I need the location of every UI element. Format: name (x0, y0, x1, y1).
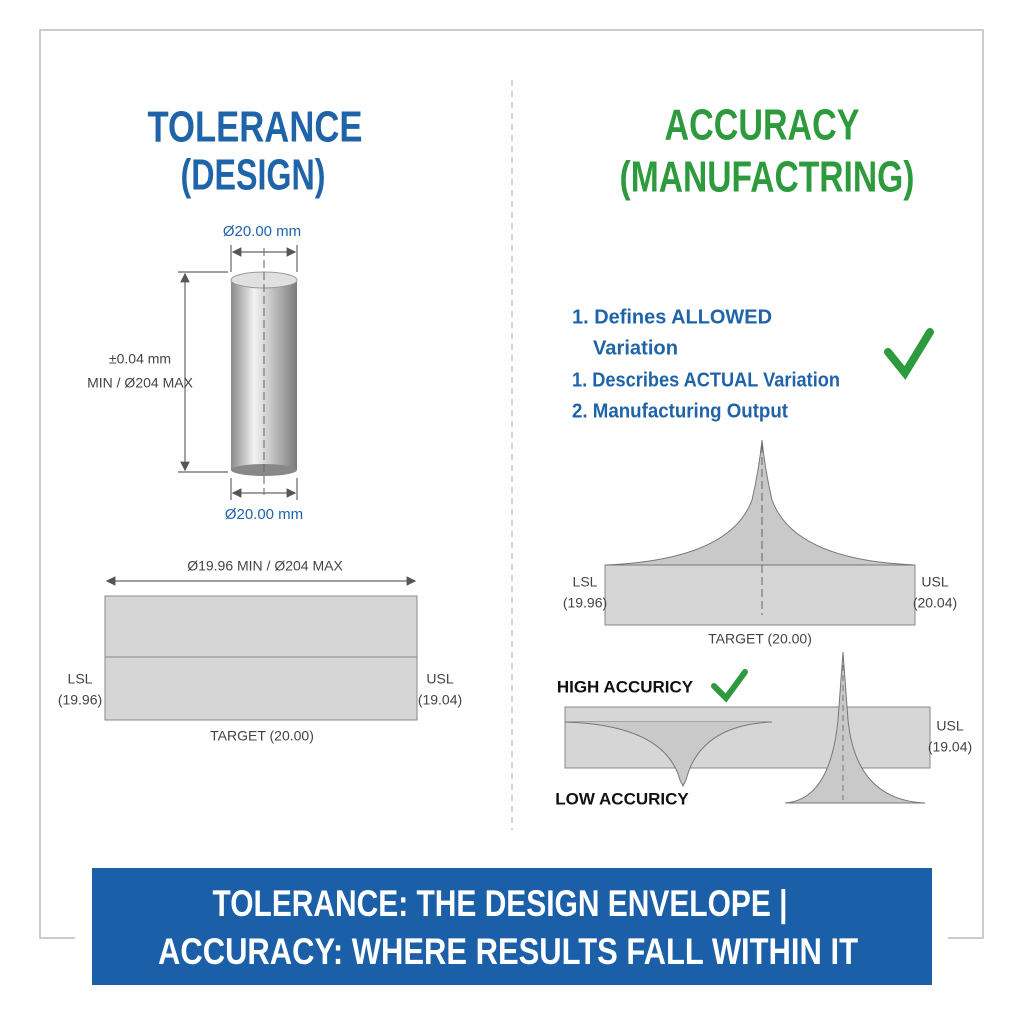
title: ACCURACY (665, 101, 860, 150)
spec-band (564, 706, 931, 769)
usl-value: (19.04) (928, 739, 972, 755)
list-item: 1. Describes ACTUAL Variation (572, 369, 840, 391)
low-label: LOW ACCURICY (555, 789, 689, 808)
dim-label: Ø20.00 mm (225, 506, 303, 523)
usl-value: (19.04) (418, 692, 462, 708)
dim-label: Ø19.96 MIN / Ø204 MAX (187, 558, 343, 574)
lsl-value: (19.96) (58, 692, 102, 708)
high-accuracy-curve (784, 651, 926, 804)
footer-text: TOLERANCE: THE DESIGN ENVELOPE | (213, 883, 788, 925)
usl-label: USL (426, 671, 453, 687)
usl-label: USL (921, 574, 948, 590)
footer-text: ACCURACY: WHERE RESULTS FALL WITHIN IT (158, 931, 858, 972)
list-item: 2. Manufacturing Output (572, 400, 788, 422)
usl-label: USL (936, 718, 963, 734)
check-icon (884, 328, 934, 380)
high-label: HIGH ACCURICY (557, 677, 694, 696)
target-label: TARGET (20.00) (708, 631, 812, 647)
list-item: 1. Defines ALLOWED (572, 306, 772, 328)
target-label: TARGET (20.00) (210, 728, 314, 744)
dim-label: ±0.04 mm (109, 351, 171, 367)
frame (39, 29, 984, 939)
low-accuracy-curve (564, 721, 773, 788)
title: TOLERANCE (148, 103, 363, 152)
spec-band (604, 564, 916, 626)
tolerance-band (104, 595, 418, 721)
distribution-curve (604, 439, 916, 566)
lsl-value: (19.96) (563, 595, 607, 611)
usl-value: (20.04) (913, 595, 957, 611)
lsl-label: LSL (68, 671, 93, 687)
check-icon (711, 669, 748, 703)
dim-label: MIN / Ø204 MAX (87, 375, 193, 391)
footer-banner (92, 868, 932, 985)
lsl-label: LSL (573, 574, 598, 590)
subtitle: (DESIGN) (181, 151, 326, 200)
subtitle: (MANUFACTRING) (620, 153, 915, 202)
list-item: Variation (593, 337, 678, 359)
dim-label: Ø20.00 mm (223, 223, 301, 240)
